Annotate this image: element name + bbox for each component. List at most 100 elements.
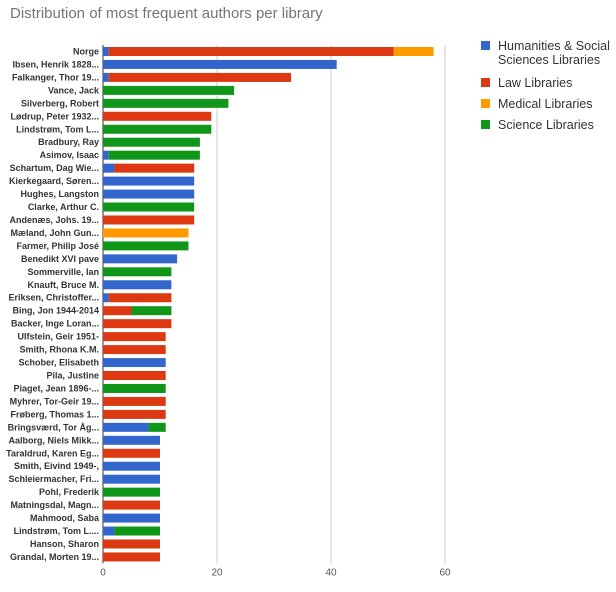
bar-segment xyxy=(103,513,160,523)
y-tick-label: Hanson, Sharon xyxy=(30,539,99,549)
bar-segment xyxy=(103,293,109,303)
bar-segment xyxy=(103,461,160,471)
y-tick-label: Ibsen, Henrik 1828... xyxy=(12,59,99,69)
legend-label: Medical Libraries xyxy=(498,97,592,111)
legend-label: Law Libraries xyxy=(498,76,572,90)
bar-segment xyxy=(103,176,195,186)
y-tick-label: Smith, Rhona K.M. xyxy=(20,345,100,355)
bar-segment xyxy=(103,306,132,316)
chart-title: Distribution of most frequent authors pe… xyxy=(10,5,323,22)
bar-segment xyxy=(103,47,109,56)
y-tick-label: Mæland, John Gun... xyxy=(11,228,100,238)
bar-segment xyxy=(103,163,115,173)
y-tick-label: Eriksen, Christoffer... xyxy=(8,293,99,303)
y-tick-label: Farmer, Philip José xyxy=(16,241,99,251)
bar-segment xyxy=(108,150,200,160)
bar-segment xyxy=(103,383,166,393)
bar-segment xyxy=(131,306,172,316)
bar-segment xyxy=(103,332,166,342)
bar-segment xyxy=(103,552,160,562)
y-tick-label: Pila, Justine xyxy=(46,371,99,381)
bar-segment xyxy=(103,474,160,484)
y-tick-label: Bringsværd, Tor Åg... xyxy=(8,422,99,432)
y-tick-label: Lindstrøm, Tom L... xyxy=(16,124,99,134)
y-tick-label: Benedikt XVI pave xyxy=(21,254,99,264)
bar-segment xyxy=(103,371,166,380)
y-tick-label: Knauft, Bruce M. xyxy=(27,280,99,290)
y-tick-label: Clarke, Arthur C. xyxy=(28,202,99,212)
x-tick-label: 40 xyxy=(325,567,337,578)
bar-segment xyxy=(103,137,200,147)
x-tick-label: 60 xyxy=(439,567,451,578)
y-axis-ticks: Norge Ibsen, Henrik 1828... Falkanger, Tho… xyxy=(6,47,100,562)
y-tick-label: Silverberg, Robert xyxy=(21,98,99,108)
bars xyxy=(103,47,434,562)
y-tick-label: Backer, Inge Loran... xyxy=(11,319,99,329)
y-tick-label: Ulfstein, Geir 1951- xyxy=(17,332,99,342)
y-tick-label: Kierkegaard, Søren... xyxy=(9,176,99,186)
legend-swatch xyxy=(481,120,490,129)
y-tick-label: Bing, Jon 1944-2014 xyxy=(12,306,99,316)
y-tick-label: Schleiermacher, Fri... xyxy=(8,474,99,484)
y-tick-label: Frøberg, Thomas 1... xyxy=(10,409,99,419)
legend-swatch xyxy=(481,41,490,50)
y-tick-label: Hughes, Langston xyxy=(21,189,100,199)
bar-segment xyxy=(103,487,160,497)
legend-swatch xyxy=(481,99,490,108)
x-tick-label: 20 xyxy=(211,567,223,578)
legend-label-line: Sciences Libraries xyxy=(498,53,600,67)
bar-segment xyxy=(114,163,195,173)
bar-segment xyxy=(103,98,229,108)
bar-segment xyxy=(103,111,212,121)
bar-segment xyxy=(148,422,166,432)
y-tick-label: Schartum, Dag Wie... xyxy=(10,163,99,173)
bar-segment xyxy=(103,280,172,290)
bar-segment xyxy=(103,150,109,160)
bar-segment xyxy=(103,85,235,95)
y-tick-label: Aalborg, Niels Mikk... xyxy=(8,435,99,445)
legend-label: Science Libraries xyxy=(498,118,594,132)
y-tick-label: Lødrup, Peter 1932... xyxy=(10,111,99,121)
bar-segment xyxy=(103,228,189,238)
bar-segment xyxy=(103,241,189,251)
bar-segment xyxy=(103,358,166,368)
bar-segment xyxy=(103,435,160,445)
bar-segment xyxy=(103,124,212,134)
y-tick-label: Falkanger, Thor 19... xyxy=(12,72,99,82)
bar-segment xyxy=(103,59,337,69)
bar-segment xyxy=(108,293,172,303)
y-tick-label: Sommerville, Ian xyxy=(27,267,99,277)
bar-segment xyxy=(108,72,292,82)
gridlines xyxy=(102,45,446,564)
y-tick-label: Lindstrøm, Tom L.... xyxy=(14,526,99,536)
y-tick-label: Grandal, Morten 19... xyxy=(10,552,99,562)
legend: Humanities & Social Sciences Libraries Law… xyxy=(481,39,610,132)
y-tick-label: Vance, Jack xyxy=(48,85,100,95)
y-tick-label: Schober, Elisabeth xyxy=(18,358,99,368)
x-tick-label: 0 xyxy=(100,567,106,578)
y-tick-label: Smith, Eivind 1949-, xyxy=(14,461,99,471)
y-tick-label: Bradbury, Ray xyxy=(38,137,99,147)
y-tick-label: Norge xyxy=(73,47,99,57)
bar-segment xyxy=(103,72,109,82)
y-tick-label: Myhrer, Tor-Geir 19... xyxy=(10,396,99,406)
y-tick-label: Pohl, Frederik xyxy=(39,487,100,497)
legend-swatch xyxy=(481,78,490,87)
bar-segment xyxy=(103,202,195,212)
bar-segment xyxy=(103,526,115,536)
bar-segment xyxy=(103,539,160,549)
bar-segment xyxy=(103,215,195,225)
y-tick-label: Taraldrud, Karen Eg... xyxy=(6,448,99,458)
legend-label: Humanities & Social Sciences Libraries xyxy=(498,39,610,67)
y-tick-label: Piaget, Jean 1896-... xyxy=(13,383,99,393)
bar-segment xyxy=(103,189,195,199)
bar-segment xyxy=(103,254,178,264)
bar-segment xyxy=(103,267,172,277)
y-tick-label: Asimov, Isaac xyxy=(40,150,99,160)
bar-segment xyxy=(103,448,160,458)
y-tick-label: Mahmood, Saba xyxy=(30,513,100,523)
bar-segment xyxy=(114,526,160,536)
bar-segment xyxy=(103,396,166,406)
y-tick-label: Andenæs, Johs. 19... xyxy=(9,215,99,225)
